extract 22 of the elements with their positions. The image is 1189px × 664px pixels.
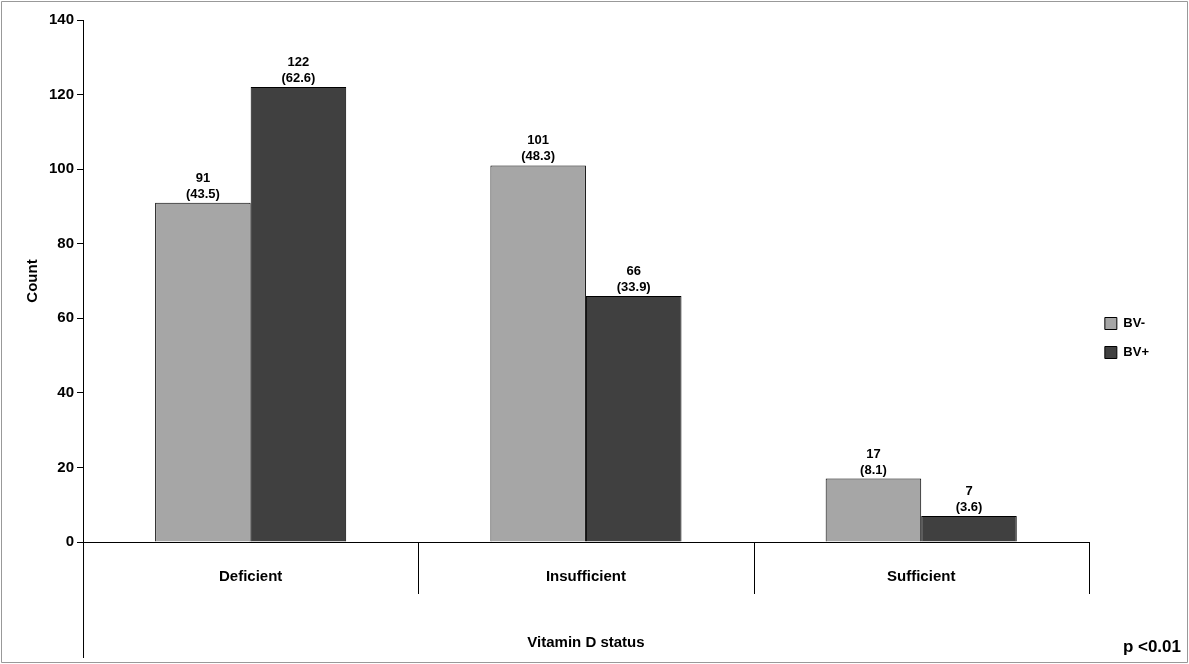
y-tick-label: 60 bbox=[57, 308, 75, 326]
x-tick-label: Deficient bbox=[218, 567, 283, 585]
data-label: 7 (3.6) bbox=[955, 482, 983, 514]
y-tick-label: 40 bbox=[57, 383, 75, 400]
legend-label: BV- bbox=[1123, 315, 1146, 331]
x-tick-label: Sufficient bbox=[887, 567, 956, 585]
y-axis-title: Count bbox=[23, 259, 41, 303]
data-label: 17 (8.1) bbox=[860, 445, 887, 477]
y-tick-label: 100 bbox=[49, 159, 75, 177]
x-axis-title: Vitamin D status bbox=[527, 633, 645, 651]
data-label: 66 (33.9) bbox=[616, 262, 651, 294]
y-tick-label: 80 bbox=[57, 233, 75, 251]
text: p <0.01 bbox=[1122, 637, 1181, 656]
y-tick-label: 120 bbox=[49, 84, 75, 102]
y-tick-label: 140 bbox=[49, 10, 75, 28]
data-label: 101 (48.3) bbox=[521, 132, 556, 164]
y-tick-label: 20 bbox=[57, 457, 75, 475]
y-tick-label: 0 bbox=[65, 532, 75, 550]
x-tick-label: Insufficient bbox=[545, 567, 626, 585]
data-label: 91 (43.5) bbox=[185, 169, 220, 201]
legend-label: BV+ bbox=[1123, 344, 1150, 360]
data-label: 122 (62.6) bbox=[281, 54, 316, 86]
